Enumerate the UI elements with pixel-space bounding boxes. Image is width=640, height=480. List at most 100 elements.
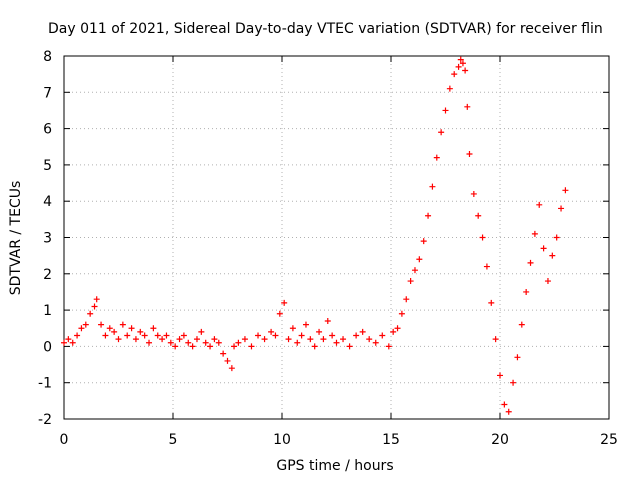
data-point <box>207 343 214 350</box>
data-point <box>366 336 373 343</box>
data-point <box>241 336 248 343</box>
data-point <box>540 245 547 252</box>
data-point <box>115 336 122 343</box>
data-point <box>272 332 279 339</box>
data-point <box>261 336 268 343</box>
data-point <box>211 336 218 343</box>
data-point <box>394 325 401 332</box>
data-point <box>359 328 366 335</box>
data-point <box>255 332 262 339</box>
y-tick-label: 8 <box>43 49 52 65</box>
data-point <box>91 303 98 310</box>
axis-ticks <box>63 55 610 420</box>
data-point <box>106 325 113 332</box>
data-point <box>132 336 139 343</box>
y-tick-label: 3 <box>43 231 52 247</box>
data-point <box>385 343 392 350</box>
data-point <box>150 325 157 332</box>
data-point <box>137 328 144 335</box>
data-point <box>189 343 196 350</box>
data-point <box>527 259 534 266</box>
data-point <box>446 85 453 92</box>
data-point <box>193 336 200 343</box>
x-tick-label: 15 <box>382 432 400 448</box>
data-point <box>93 296 100 303</box>
data-point <box>464 103 471 110</box>
data-point <box>403 296 410 303</box>
data-point <box>281 299 288 306</box>
data-point <box>102 332 109 339</box>
x-tick-label: 20 <box>491 432 509 448</box>
data-point <box>510 379 517 386</box>
data-point <box>457 56 464 63</box>
data-point <box>429 183 436 190</box>
y-tick-label: -2 <box>38 412 52 428</box>
data-point <box>536 201 543 208</box>
data-point <box>163 332 170 339</box>
y-axis-label: SDTVAR / TECUs <box>8 181 24 296</box>
x-tick-label: 0 <box>60 432 69 448</box>
data-point <box>455 63 462 70</box>
data-point <box>346 343 353 350</box>
data-point <box>302 321 309 328</box>
data-point <box>333 339 340 346</box>
data-point <box>420 238 427 245</box>
data-point <box>87 310 94 317</box>
data-point <box>531 230 538 237</box>
data-point <box>159 336 166 343</box>
data-point <box>411 267 418 274</box>
data-point <box>488 299 495 306</box>
x-tick-label: 25 <box>600 432 618 448</box>
data-point <box>353 332 360 339</box>
data-point <box>111 328 118 335</box>
data-point <box>407 278 414 285</box>
data-point <box>514 354 521 361</box>
data-point <box>316 328 323 335</box>
data-point <box>483 263 490 270</box>
data-point <box>98 321 105 328</box>
data-point <box>235 339 242 346</box>
data-point <box>451 71 458 78</box>
data-point <box>141 332 148 339</box>
data-point <box>442 107 449 114</box>
y-tick-label: 6 <box>43 122 52 138</box>
data-point <box>69 339 76 346</box>
data-point <box>154 332 161 339</box>
y-tick-label: 7 <box>43 85 52 101</box>
data-point <box>146 339 153 346</box>
data-point <box>198 328 205 335</box>
data-point <box>285 336 292 343</box>
data-point <box>398 310 405 317</box>
data-point <box>185 339 192 346</box>
data-point <box>462 67 469 74</box>
data-point <box>324 317 331 324</box>
data-point <box>289 325 296 332</box>
data-point <box>215 339 222 346</box>
data-point <box>180 332 187 339</box>
data-point <box>340 336 347 343</box>
data-point <box>82 321 89 328</box>
data-point <box>390 328 397 335</box>
data-point <box>544 278 551 285</box>
y-tick-labels: -2 -1 0 1 2 3 4 5 6 7 8 <box>38 49 52 428</box>
data-point <box>523 288 530 295</box>
data-point <box>549 252 556 259</box>
data-point <box>492 336 499 343</box>
data-point <box>416 256 423 263</box>
data-point <box>176 336 183 343</box>
y-tick-label: -1 <box>38 376 52 392</box>
data-point <box>562 187 569 194</box>
data-point <box>425 212 432 219</box>
y-tick-label: 0 <box>43 339 52 355</box>
y-tick-label: 5 <box>43 158 52 174</box>
data-points <box>61 56 569 415</box>
y-tick-label: 4 <box>43 194 52 210</box>
x-tick-labels: 0 5 10 15 20 25 <box>60 432 618 448</box>
data-point <box>74 332 81 339</box>
data-point <box>220 350 227 357</box>
data-point <box>479 234 486 241</box>
data-point <box>294 339 301 346</box>
data-point <box>470 190 477 197</box>
data-point <box>268 328 275 335</box>
